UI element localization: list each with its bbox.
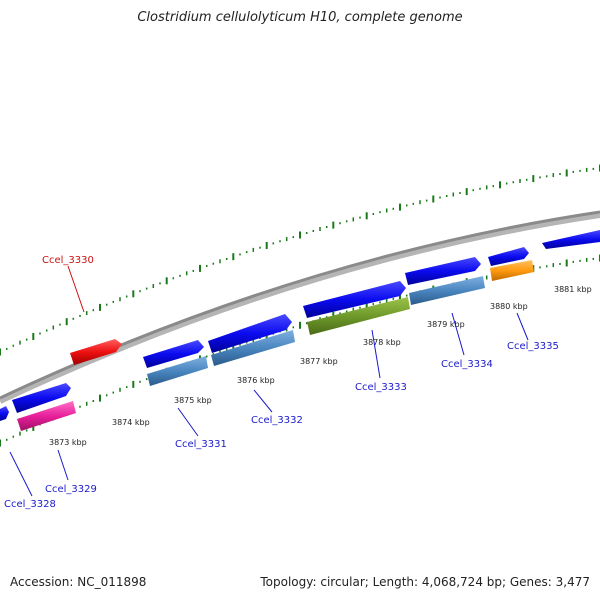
gene-label-ccel-3331[interactable]: Ccel_3331 [175,439,227,450]
gene-arrow-ccel-3331[interactable] [147,356,208,386]
gene-arrow-ccel-3329[interactable] [17,401,76,431]
gene-arrow-ccel-3331-top[interactable] [143,340,204,368]
kbp-labels: 3873 kbp 3874 kbp 3875 kbp 3876 kbp 3877… [49,285,592,447]
kbp-label: 3880 kbp [490,302,528,311]
kbp-label: 3878 kbp [363,338,401,347]
accession-text: Accession: NC_011898 [10,575,147,589]
label-leaders [9,265,529,497]
map-title: Clostridium cellulolyticum H10, complete… [137,10,463,25]
gene-arrow-ccel-3332[interactable] [211,330,295,366]
genome-info-text: Topology: circular; Length: 4,068,724 bp… [260,575,590,589]
gene-arrow-ccel-3333[interactable] [307,297,410,335]
gene-arrow-ccel-3334-top[interactable] [405,257,481,285]
gene-label-ccel-3334[interactable]: Ccel_3334 [441,359,493,370]
backbone-shadow [0,212,600,404]
kbp-label: 3881 kbp [554,285,592,294]
tick-track-outer [0,164,600,356]
gene-labels: Ccel_3328 Ccel_3329 Ccel_3330 Ccel_3331 … [4,255,559,510]
gene-arrow-ccel-3333-top[interactable] [303,281,406,318]
gene-arrow-ccel-3332-top[interactable] [208,314,292,353]
gene-label-ccel-3333[interactable]: Ccel_3333 [355,382,407,393]
kbp-label: 3874 kbp [112,418,150,427]
gene-track [0,230,600,431]
kbp-label: 3876 kbp [237,376,275,385]
gene-arrow-ccel-3328[interactable] [12,383,71,413]
kbp-label: 3877 kbp [300,357,338,366]
gene-label-ccel-3332[interactable]: Ccel_3332 [251,415,303,426]
gene-arrow[interactable] [542,230,600,249]
gene-label-ccel-3330[interactable]: Ccel_3330 [42,255,94,266]
gene-arrow-ccel-3334[interactable] [409,276,485,305]
gene-label-ccel-3328[interactable]: Ccel_3328 [4,499,56,510]
kbp-label: 3879 kbp [427,320,465,329]
gene-label-ccel-3335[interactable]: Ccel_3335 [507,341,559,352]
gene-arrow[interactable] [0,406,9,421]
gene-label-ccel-3329[interactable]: Ccel_3329 [45,484,97,495]
kbp-label: 3873 kbp [49,438,87,447]
gene-arrow-ccel-3335[interactable] [490,260,534,281]
kbp-label: 3875 kbp [174,396,212,405]
gene-arrow-ccel-3335-top[interactable] [488,247,529,266]
gene-arrow-ccel-3330[interactable] [70,339,122,365]
